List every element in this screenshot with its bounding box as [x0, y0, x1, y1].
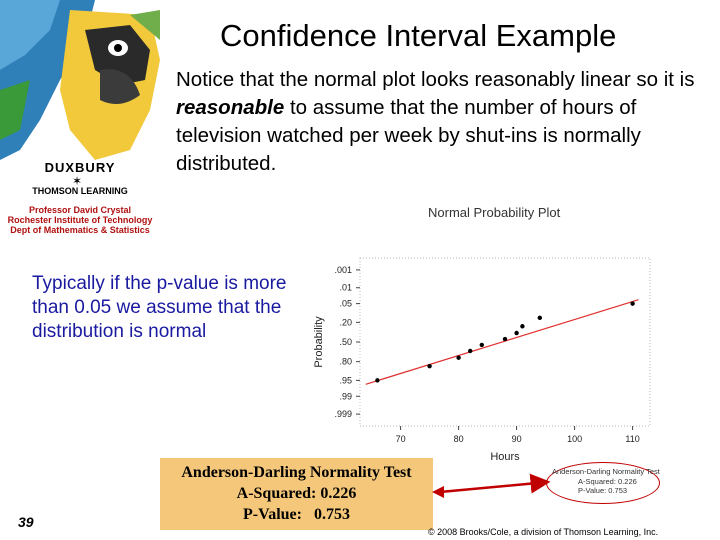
notice-emphasis: reasonable — [176, 96, 285, 119]
anderson-darling-box: Anderson-Darling Normality Test A-Square… — [160, 458, 433, 530]
ad-title: Anderson-Darling Normality Test — [181, 464, 412, 481]
parrot-logo-image — [0, 0, 160, 238]
typical-note: Typically if the p-value is more than 0.… — [32, 273, 287, 342]
ad-a-squared: A-Squared: 0.226 — [236, 485, 357, 502]
notice-text-2: to assume that the number of hours of te… — [176, 96, 641, 175]
chart-title: Normal Probability Plot — [428, 205, 561, 220]
y-tick-label: .05 — [339, 299, 352, 309]
ad-p-value: P-Value: 0.753 — [243, 506, 350, 523]
data-point — [537, 315, 542, 321]
publisher-name: DUXBURY — [44, 160, 116, 175]
publisher-subtitle: THOMSON LEARNING — [32, 186, 128, 196]
data-point — [514, 330, 519, 336]
notice-paragraph: Notice that the normal plot looks reason… — [176, 66, 706, 178]
data-point — [427, 363, 432, 369]
credit-line-1: Professor David Crystal — [28, 205, 132, 215]
copyright-notice: © 2008 Brooks/Cole, a division of Thomso… — [428, 527, 659, 537]
mini-a-squared: A-Squared: 0.226 — [578, 477, 637, 486]
data-point — [502, 336, 508, 342]
notice-text-1: Notice that the normal plot looks reason… — [176, 68, 695, 91]
y-tick-label: .50 — [339, 337, 352, 347]
data-point — [479, 342, 484, 348]
x-axis-label: Hours — [490, 451, 520, 463]
data-point — [375, 378, 380, 383]
x-tick-label: 100 — [567, 434, 582, 444]
slide-title: Confidence Interval Example — [220, 18, 617, 53]
credit-line-3: Dept of Mathematics & Statistics — [10, 225, 150, 235]
mini-title: Anderson-Darling Normality Test — [552, 467, 660, 476]
data-point — [630, 301, 635, 306]
y-tick-label: .99 — [339, 391, 352, 401]
x-tick-label: 70 — [396, 434, 406, 444]
data-point — [468, 348, 473, 354]
x-tick-label: 80 — [454, 434, 464, 444]
x-tick-label: 90 — [512, 434, 522, 444]
fit-line — [365, 299, 639, 385]
y-tick-label: .20 — [339, 317, 352, 327]
y-tick-label: .95 — [339, 375, 352, 385]
normal-probability-plot: .999 .99 .95 .80 .50 .20 .05 .01 .001 70 80 90 100 11… — [313, 257, 651, 463]
data-point — [520, 324, 525, 329]
y-axis-label: Probability — [313, 316, 325, 368]
mini-output-ellipse — [546, 462, 660, 504]
arrow-icon — [439, 473, 551, 494]
data-point — [456, 355, 461, 360]
arrow-head-icon — [432, 486, 444, 498]
mini-p-value: P-Value: 0.753 — [578, 486, 628, 495]
plot-frame — [359, 257, 651, 427]
y-tick-label: .999 — [334, 409, 352, 419]
y-tick-label: .001 — [334, 265, 352, 275]
page-number: 39 — [18, 514, 34, 530]
x-tick-label: 110 — [625, 434, 639, 444]
credit-line-2: Rochester Institute of Technology — [7, 215, 153, 225]
y-tick-label: .01 — [339, 283, 352, 293]
y-tick-label: .80 — [339, 357, 352, 367]
star-icon: ✶ — [72, 174, 83, 188]
